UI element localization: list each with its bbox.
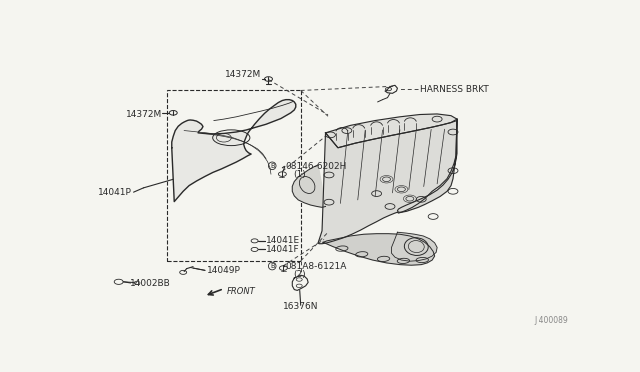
Text: 14002BB: 14002BB [129, 279, 170, 288]
Text: 14041E: 14041E [266, 236, 300, 246]
Text: FRONT: FRONT [227, 287, 255, 296]
Text: 08146-6202H: 08146-6202H [286, 162, 348, 171]
Text: 16376N: 16376N [283, 302, 319, 311]
Text: (2): (2) [293, 270, 306, 279]
Text: HARNESS BRKT: HARNESS BRKT [420, 84, 488, 93]
Text: J 400089: J 400089 [535, 316, 568, 325]
Polygon shape [326, 114, 457, 148]
Text: 14372M: 14372M [125, 110, 162, 119]
Text: 14049P: 14049P [207, 266, 241, 275]
Text: 14372M: 14372M [225, 70, 261, 79]
Text: B: B [270, 263, 275, 269]
Bar [167, 90, 301, 261]
Text: B: B [270, 163, 275, 169]
Polygon shape [323, 234, 435, 265]
Polygon shape [318, 119, 457, 244]
Text: 081A8-6121A: 081A8-6121A [286, 262, 348, 271]
Polygon shape [397, 119, 457, 212]
Text: 14041P: 14041P [98, 187, 132, 197]
Text: 14041F: 14041F [266, 245, 300, 254]
Polygon shape [172, 100, 296, 202]
Polygon shape [392, 232, 437, 261]
Polygon shape [292, 165, 326, 207]
Text: (1): (1) [293, 170, 306, 179]
